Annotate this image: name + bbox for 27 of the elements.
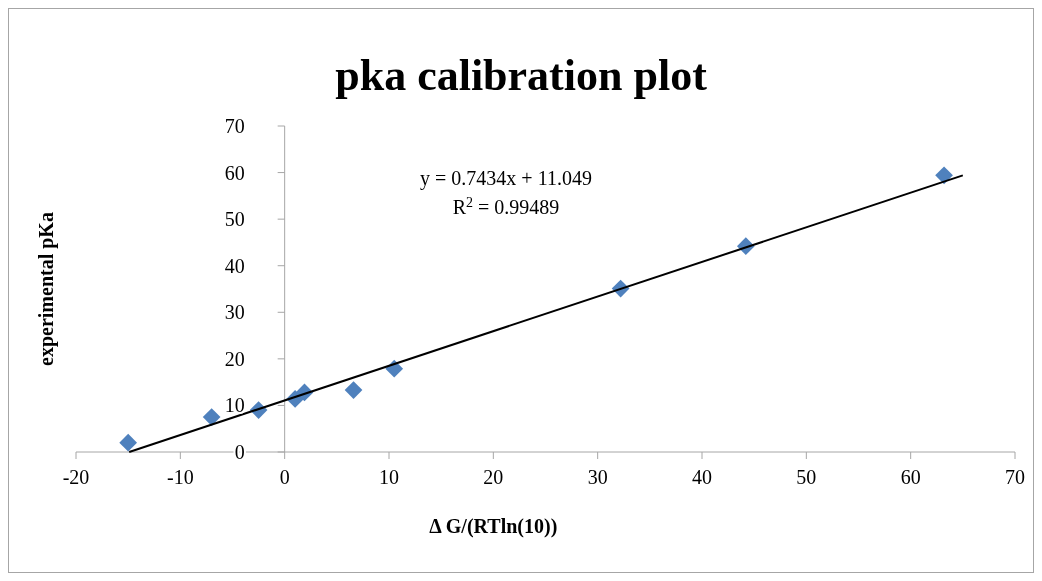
x-tick-label: 50 (796, 466, 817, 488)
point (344, 381, 363, 399)
x-tick-label: 40 (692, 466, 712, 488)
y-tick-label: 10 (224, 394, 245, 417)
y-tick-label: 70 (224, 115, 245, 137)
point (202, 408, 221, 426)
annotation: y = 0.7434x + 11.049 (420, 167, 592, 190)
x-tick-label: 20 (483, 466, 504, 488)
x-tick-label: -10 (167, 466, 194, 488)
x-tick-label: 60 (900, 466, 921, 488)
y-axis-title: experimental pKa (35, 212, 58, 366)
x-tick-label: 10 (379, 466, 399, 488)
x-tick-label: 0 (279, 466, 290, 488)
x-tick-label: 30 (587, 466, 608, 488)
point (935, 166, 953, 185)
y-tick-label: 20 (224, 347, 245, 370)
x-tick-label: 70 (1005, 466, 1025, 488)
y-tick-label: 40 (224, 254, 245, 277)
chart-title: pka calibration plot (335, 51, 708, 100)
x-tick-label: -20 (62, 466, 90, 488)
y-tick-label: 60 (224, 161, 245, 184)
x-axis-title: Δ G/(RTln(10)) (429, 515, 558, 538)
y-tick-label: 30 (224, 301, 245, 324)
y-tick-label: 0 (234, 441, 245, 463)
annotation: R$^{2}$ = 0.99489 (452, 194, 560, 218)
y-tick-label: 50 (224, 208, 245, 231)
point (119, 433, 138, 452)
